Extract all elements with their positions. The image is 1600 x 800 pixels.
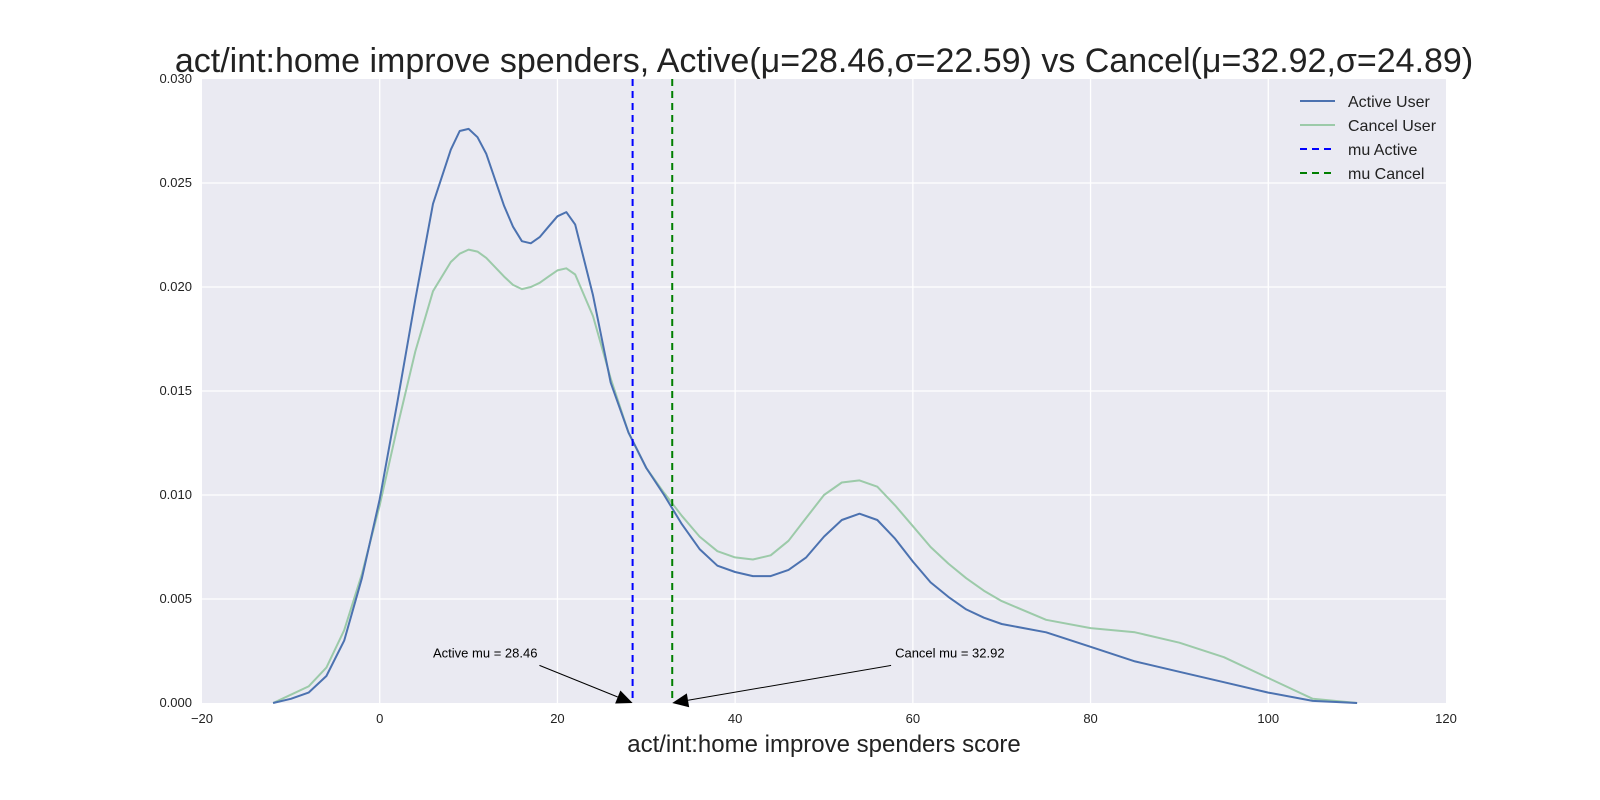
y-tick-label: 0.025 [159,175,192,190]
x-tick-label: 0 [376,711,383,726]
annotation-arrow-line [539,664,618,698]
annotation-arrow-line [687,664,892,701]
y-tick-label: 0.010 [159,487,192,502]
annotation-label: Active mu = 28.46 [433,645,537,660]
x-axis-ticks: −20 0 20 40 60 80 100 120 [191,711,1457,726]
legend-entry: mu Cancel [1348,166,1424,183]
y-tick-label: 0.000 [159,695,192,710]
annotation-arrow-head [672,693,690,708]
legend: Active User Cancel User mu Active mu Cancel [1300,94,1437,183]
y-axis-ticks: 0.000 0.005 0.010 0.015 0.020 0.025 0.030 [159,71,192,710]
legend-entry: Active User [1348,94,1430,111]
x-tick-label: 60 [906,711,920,726]
chart-title: act/int:home improve spenders, Active(μ=… [175,42,1473,80]
y-tick-label: 0.005 [159,591,192,606]
legend-entry: Cancel User [1348,118,1437,135]
grid [202,79,1446,703]
x-tick-label: −20 [191,711,213,726]
y-tick-label: 0.015 [159,383,192,398]
x-tick-label: 80 [1083,711,1097,726]
x-tick-label: 120 [1435,711,1457,726]
mean-lines [631,79,674,703]
annotations: Active mu = 28.46 Cancel mu = 32.92 [433,645,1005,708]
x-axis-label: act/int:home improve spenders score [627,731,1021,758]
annotation-arrow-head [615,690,633,704]
annotation-label: Cancel mu = 32.92 [895,645,1004,660]
y-tick-label: 0.030 [159,71,192,86]
series-line [272,127,1358,704]
y-tick-label: 0.020 [159,279,192,294]
x-tick-label: 40 [728,711,742,726]
x-tick-label: 20 [550,711,564,726]
legend-entry: mu Active [1348,142,1417,159]
series-layer [272,127,1358,704]
x-tick-label: 100 [1257,711,1279,726]
